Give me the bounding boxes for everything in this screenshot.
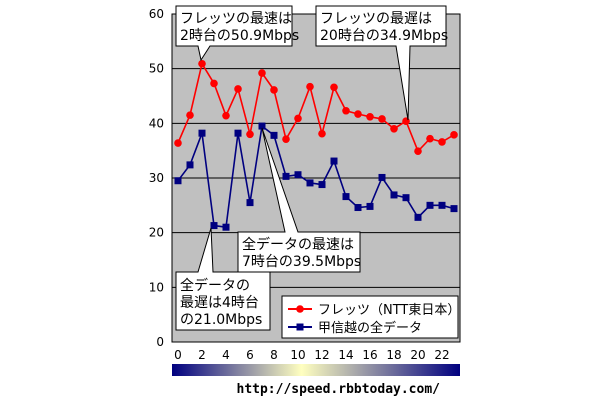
x-tick-label: 12 xyxy=(314,348,329,362)
data-point xyxy=(318,129,326,138)
data-point xyxy=(306,82,314,91)
x-tick-label: 4 xyxy=(222,348,230,362)
data-point xyxy=(294,114,302,123)
data-point xyxy=(222,111,230,120)
data-point xyxy=(174,139,182,147)
x-tick-label: 0 xyxy=(174,348,182,362)
x-tick-label: 6 xyxy=(246,348,254,362)
callout-text: 7時台の39.5Mbps xyxy=(242,254,361,270)
y-axis-ticks: 0 10 20 30 40 50 60 xyxy=(149,7,164,349)
data-point xyxy=(366,112,374,121)
y-tick-label: 30 xyxy=(149,171,164,185)
data-point xyxy=(342,106,350,115)
data-point xyxy=(282,135,290,143)
y-tick-label: 40 xyxy=(149,116,164,130)
x-tick-label: 22 xyxy=(434,348,449,362)
x-tick-label: 2 xyxy=(198,348,206,362)
callout-flets-fastest: フレッツの最速は 2時台の50.9Mbps xyxy=(175,5,299,62)
data-point xyxy=(366,202,374,210)
callout-all-fastest: 全データの最速は 7時台の39.5Mbps xyxy=(237,127,361,273)
data-point xyxy=(246,130,254,139)
data-point xyxy=(186,161,194,169)
data-point xyxy=(234,85,242,93)
data-point xyxy=(354,110,362,118)
data-point xyxy=(414,213,422,221)
data-point xyxy=(450,131,458,139)
series-line-flets xyxy=(177,61,455,153)
data-point xyxy=(198,59,206,68)
data-point xyxy=(270,86,278,94)
data-point xyxy=(330,83,338,92)
data-point xyxy=(426,201,434,209)
data-point xyxy=(378,173,386,181)
x-tick-label: 18 xyxy=(386,348,401,362)
data-point xyxy=(402,194,410,202)
callout-text: 2時台の50.9Mbps xyxy=(180,28,299,44)
callout-text: 全データの xyxy=(180,277,250,294)
callout-all-slowest: 全データの 最遅は4時台 の21.0Mbps xyxy=(175,227,271,331)
data-point xyxy=(210,79,218,88)
series-markers-koshinetsu xyxy=(174,122,458,231)
x-tick-label: 16 xyxy=(362,348,377,362)
data-point xyxy=(210,222,218,230)
data-point xyxy=(330,157,338,165)
source-url: http://speed.rbbtoday.com/ xyxy=(237,382,441,397)
x-tick-label: 8 xyxy=(270,348,278,362)
data-point xyxy=(390,191,398,199)
callout-text: 最遅は4時台 xyxy=(180,295,259,311)
legend: フレッツ（NTT東日本） 甲信越の全データ xyxy=(281,295,460,339)
data-point xyxy=(270,131,278,139)
callout-text: 20時台の34.9Mbps xyxy=(320,28,448,44)
legend-marker-flets xyxy=(296,305,304,313)
x-tick-label: 10 xyxy=(290,348,305,362)
data-point xyxy=(426,134,434,143)
data-point xyxy=(438,201,446,209)
data-point xyxy=(342,193,350,201)
callout-text: 全データの最速は xyxy=(242,236,354,253)
y-tick-label: 50 xyxy=(149,62,164,76)
data-point xyxy=(390,125,398,133)
legend-marker-koshinetsu xyxy=(296,323,304,331)
data-point xyxy=(378,115,386,123)
data-point xyxy=(222,223,230,231)
x-tick-label: 20 xyxy=(410,348,425,362)
data-point xyxy=(306,179,314,187)
x-axis-ticks: 0 2 4 6 8 10 12 14 16 18 20 22 xyxy=(174,348,449,362)
y-tick-label: 10 xyxy=(149,280,164,294)
time-color-band xyxy=(172,364,460,376)
callout-flets-slowest: フレッツの最遅は 20時台の34.9Mbps xyxy=(315,5,448,121)
data-point xyxy=(318,181,326,189)
data-point xyxy=(402,117,410,125)
data-point xyxy=(438,138,446,146)
data-point xyxy=(354,204,362,212)
series-markers-flets xyxy=(174,59,458,156)
callout-text: の21.0Mbps xyxy=(180,312,262,328)
data-point xyxy=(282,172,290,180)
data-point xyxy=(198,129,206,137)
data-point xyxy=(246,199,254,207)
data-point xyxy=(294,171,302,179)
data-point xyxy=(234,129,242,137)
legend-label-flets: フレッツ（NTT東日本） xyxy=(318,302,460,318)
x-tick-label: 14 xyxy=(338,348,353,362)
callout-text: フレッツの最遅は xyxy=(320,11,432,27)
y-tick-label: 60 xyxy=(149,7,164,21)
legend-label-koshinetsu: 甲信越の全データ xyxy=(318,320,422,336)
data-point xyxy=(258,69,266,77)
data-point xyxy=(450,205,458,213)
data-point xyxy=(258,122,266,130)
data-point xyxy=(186,111,194,119)
y-tick-label: 0 xyxy=(156,335,164,349)
data-point xyxy=(414,147,422,156)
y-tick-label: 20 xyxy=(149,226,164,240)
callout-text: フレッツの最速は xyxy=(180,11,292,27)
data-point xyxy=(174,177,182,185)
